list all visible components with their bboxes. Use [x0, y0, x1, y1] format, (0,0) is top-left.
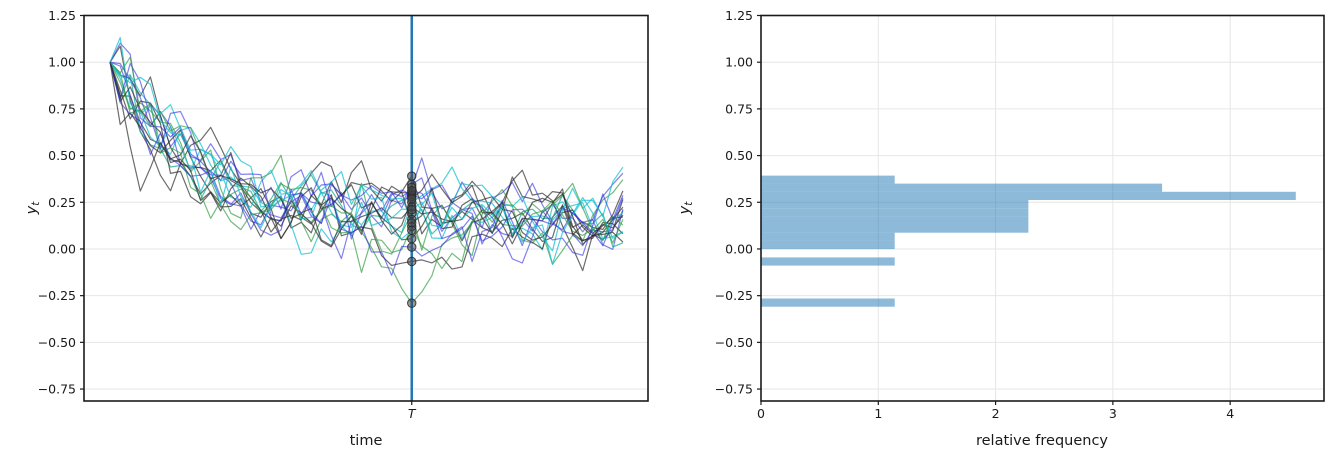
histogram-bar	[761, 240, 895, 250]
time-T-tick-label: T	[408, 406, 417, 421]
histogram-bar	[761, 183, 1163, 192]
histogram-bar	[761, 298, 895, 307]
histogram-bar	[761, 257, 895, 266]
histogram-bar	[761, 175, 895, 184]
left-xlabel: time	[350, 433, 383, 449]
trajectory-line	[109, 62, 624, 276]
trajectory-line	[109, 56, 624, 304]
y-tick-label: −0.75	[715, 382, 753, 397]
trajectory-line	[109, 42, 624, 264]
trajectory-line	[109, 62, 624, 248]
trajectories	[109, 36, 624, 304]
y-tick-label: 1.25	[48, 8, 76, 23]
right-plot: 1.25 1.00 0.75 0.50 0.25 0.00 −0.25 −0.50 −0.75 0…	[715, 8, 1325, 421]
y-tick-label: 0.50	[725, 148, 753, 163]
histogram-bar	[761, 200, 1029, 208]
x-tick-label: 2	[992, 406, 1000, 421]
axes-spine	[83, 14, 649, 402]
left-plot: 1.25 1.00 0.75 0.50 0.25 0.00 −0.25 −0.50 −0.75	[38, 8, 649, 405]
trajectory-line	[109, 62, 624, 248]
y-tick-label: 0.00	[48, 241, 76, 256]
histogram-bar	[761, 191, 1296, 200]
histogram	[761, 175, 1296, 307]
y-tick-label: 0.25	[725, 195, 753, 210]
histogram-bar	[761, 208, 1029, 217]
trajectory-line	[109, 61, 624, 265]
right-xlabel: relative frequency	[976, 433, 1108, 449]
observation-dot	[407, 225, 417, 235]
y-tick-label: 0.25	[48, 195, 76, 210]
trajectory-line	[109, 61, 624, 273]
left-ylabel: yt	[24, 201, 42, 216]
y-tick-label: −0.50	[715, 335, 753, 350]
observation-dot	[407, 205, 417, 215]
y-tick-label: 1.00	[48, 55, 76, 70]
x-tick-label: 3	[1109, 406, 1117, 421]
x-tick-label: 4	[1226, 406, 1234, 421]
y-tick-label: 1.25	[725, 8, 753, 23]
histogram-bar	[761, 232, 895, 241]
histogram-bar	[761, 224, 1029, 233]
axes-spine	[760, 14, 1325, 402]
observation-dot	[407, 298, 417, 308]
y-tick-label: 0.75	[725, 101, 753, 116]
trajectory-line	[109, 62, 624, 256]
y-tick-label: −0.50	[38, 335, 76, 350]
y-tick-label: −0.25	[715, 288, 753, 303]
y-tick-label: 1.00	[725, 55, 753, 70]
y-tick-label: 0.50	[48, 148, 76, 163]
right-ylabel: yt	[677, 201, 695, 216]
y-tick-label: −0.25	[38, 288, 76, 303]
histogram-bar	[761, 216, 1029, 225]
trajectory-line	[109, 61, 624, 255]
x-tick-label: 0	[757, 406, 765, 421]
y-tick-label: −0.75	[38, 382, 76, 397]
observation-dot	[407, 171, 417, 181]
x-tick-label: 1	[874, 406, 882, 421]
observation-dot	[407, 185, 417, 196]
observation-dot	[407, 194, 417, 204]
y-tick-label: 0.00	[725, 241, 753, 256]
observation-dot	[407, 256, 417, 267]
observation-dot	[407, 242, 417, 252]
observation-dot	[407, 233, 417, 244]
y-tick-label: 0.75	[48, 101, 76, 116]
